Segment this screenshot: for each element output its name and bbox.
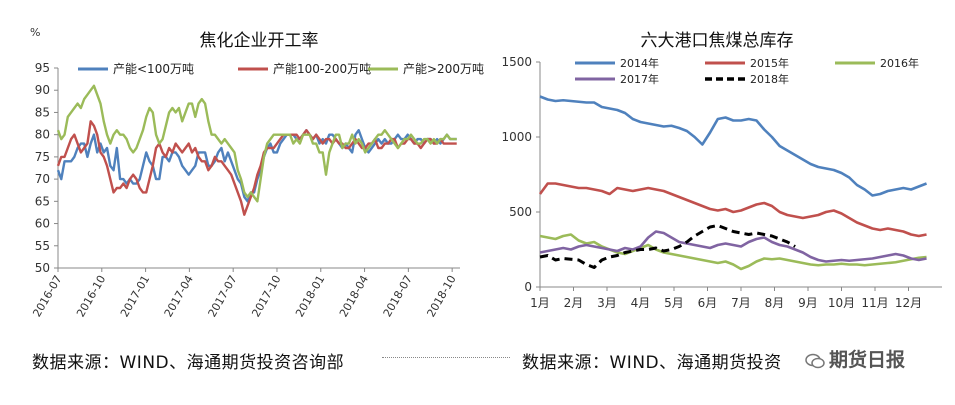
chart2-x-tick-label: 10月 [828, 296, 855, 310]
chart1-y-tick-label: 55 [35, 239, 50, 253]
chart2-legend-label: 2016年 [880, 56, 919, 70]
chart2-x-tick-label: 11月 [861, 296, 888, 310]
chart2-x-tick-label: 8月 [765, 296, 785, 310]
chart2-x-tick-label: 12月 [895, 296, 922, 310]
chart1-y-tick-label: 60 [35, 217, 50, 231]
chart1-line-series-2 [56, 84, 457, 203]
chart2-y-tick-label: 0 [524, 280, 532, 294]
chart1-x-tick-label: 2018-01 [293, 273, 327, 319]
chart1-y-tick-label: 70 [35, 172, 50, 186]
chart1-x-tick-label: 2017-01 [118, 273, 152, 319]
chart2-y-tick-label: 1000 [501, 130, 532, 144]
chart2-x-tick-label: 2月 [564, 296, 584, 310]
chart2-x-tick-label: 5月 [664, 296, 684, 310]
chart2-legend-label: 2014年 [620, 56, 659, 70]
chart2-x-tick-label: 9月 [798, 296, 818, 310]
chart1-y-tick-label: 80 [35, 128, 50, 142]
chart2-x-tick-label: 4月 [631, 296, 651, 310]
chart2-y-tick-label: 500 [509, 205, 532, 219]
chart2-legend-label: 2015年 [750, 56, 789, 70]
chart1-legend-label: 产能>200万吨 [403, 62, 484, 76]
wechat-logo-icon [805, 353, 825, 368]
chart2-line-series-1 [538, 182, 927, 238]
chart1-x-tick-label: 2018-04 [337, 273, 371, 319]
chart-plant-utilization: 焦化企业开工率% 50 55 60 65 70 75 80 85 90 95 2016-07 2016-… [30, 26, 484, 319]
watermark-text: 期货日报 [829, 349, 906, 371]
chart2-legend-label: 2017年 [620, 72, 659, 86]
chart1-line-series-1 [56, 120, 457, 216]
chart1-y-tick-label: 85 [35, 105, 50, 119]
dotted-separator [382, 357, 510, 358]
chart1-x-tick-label: 2016-10 [74, 273, 108, 319]
chart2-line-series-4 [539, 224, 796, 269]
chart1-x-tick-label: 2018-10 [425, 273, 459, 319]
chart2-line-series-3 [539, 230, 927, 263]
chart2-x-tick-label: 7月 [731, 296, 751, 310]
chart2-line-series-2 [539, 233, 927, 271]
chart1-x-tick-label: 2016-07 [30, 273, 64, 319]
right-source-note: 数据来源：WIND、海通期货投资 [522, 353, 782, 373]
chart2-x-tick-label: 3月 [597, 296, 617, 310]
chart2-title: 六大港口焦煤总库存 [641, 31, 794, 51]
chart2-line-series-0 [539, 95, 928, 197]
chart1-y-tick-label: 75 [35, 150, 50, 164]
chart1-y-tick-label: 95 [35, 61, 50, 75]
chart1-x-tick-label: 2017-04 [162, 273, 196, 319]
chart2-legend-label: 2018年 [750, 72, 789, 86]
chart1-y-tick-label: 65 [35, 194, 50, 208]
chart1-y-tick-label: 50 [35, 261, 50, 275]
chart2-x-tick-label: 1月 [530, 296, 550, 310]
chart1-legend-label: 产能<100万吨 [113, 62, 194, 76]
chart1-line-series-0 [56, 129, 457, 203]
chart2-y-tick-label: 1500 [501, 55, 532, 69]
chart1-x-tick-label: 2017-07 [206, 273, 240, 319]
chart1-x-tick-label: 2017-10 [249, 273, 283, 319]
chart1-title: 焦化企业开工率 [200, 31, 319, 51]
chart2-x-tick-label: 6月 [698, 296, 718, 310]
chart1-x-tick-label: 2018-07 [381, 273, 415, 319]
chart1-y-tick-label: 90 [35, 83, 50, 97]
left-source-note: 数据来源：WIND、海通期货投资咨询部 [32, 353, 345, 373]
chart1-legend-label: 产能100-200万吨 [273, 62, 371, 76]
chart-port-coal-inventory: 六大港口焦煤总库存 0 500 1000 1500 1月 2月 3月 4月 5月 6月 7月 8月 9月 1… [501, 31, 942, 310]
chart1-y-unit-label: % [30, 26, 40, 39]
watermark: 期货日报 [805, 345, 905, 372]
